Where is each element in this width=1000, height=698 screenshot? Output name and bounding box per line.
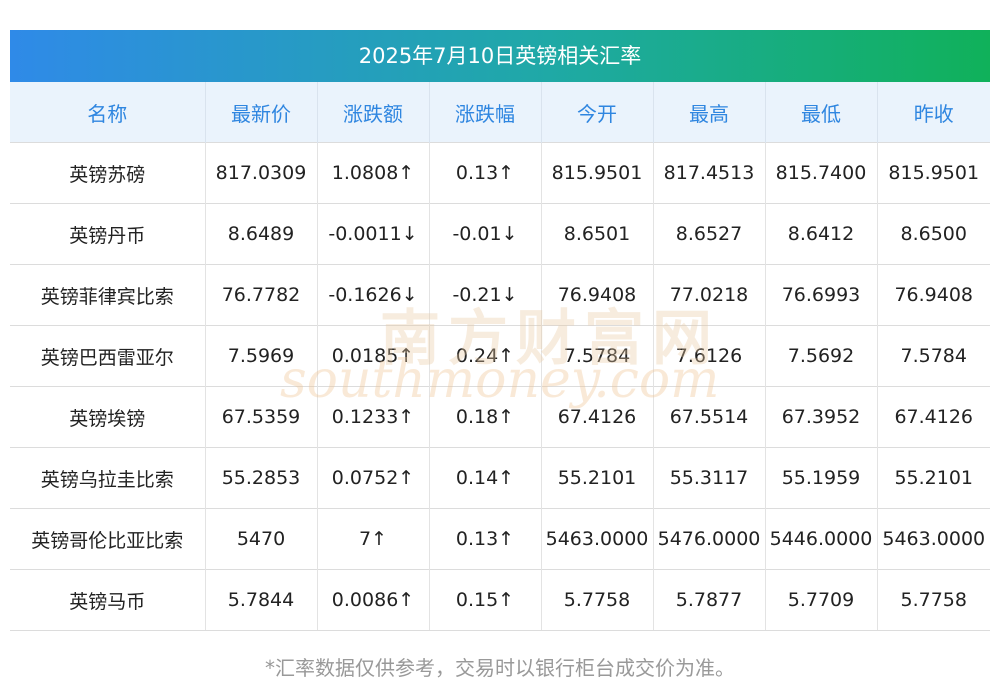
high-price: 8.6527 — [653, 203, 766, 265]
change-amount: 0.0752↑ — [317, 447, 430, 509]
open-price: 7.5784 — [541, 325, 654, 387]
change-percent: 0.13↑ — [429, 142, 542, 204]
latest-price: 817.0309 — [205, 142, 318, 204]
table-row: 英镑乌拉圭比索 55.2853 0.0752↑ 0.14↑ 55.2101 55… — [10, 447, 990, 509]
currency-name: 英镑巴西雷亚尔 — [10, 325, 206, 387]
low-price: 5.7709 — [765, 569, 878, 631]
low-price: 67.3952 — [765, 386, 878, 448]
change-percent: 0.24↑ — [429, 325, 542, 387]
column-header-change-pct: 涨跌幅 — [429, 82, 542, 143]
open-price: 5463.0000 — [541, 508, 654, 570]
low-price: 815.7400 — [765, 142, 878, 204]
change-amount: 7↑ — [317, 508, 430, 570]
column-header-change: 涨跌额 — [317, 82, 430, 143]
low-price: 5446.0000 — [765, 508, 878, 570]
latest-price: 8.6489 — [205, 203, 318, 265]
currency-name: 英镑苏磅 — [10, 142, 206, 204]
change-amount: -0.0011↓ — [317, 203, 430, 265]
prev-close-price: 7.5784 — [877, 325, 990, 387]
change-percent: 0.14↑ — [429, 447, 542, 509]
table-row: 英镑苏磅 817.0309 1.0808↑ 0.13↑ 815.9501 817… — [10, 142, 990, 204]
table-row: 英镑丹币 8.6489 -0.0011↓ -0.01↓ 8.6501 8.652… — [10, 203, 990, 265]
change-amount: 1.0808↑ — [317, 142, 430, 204]
low-price: 8.6412 — [765, 203, 878, 265]
high-price: 7.6126 — [653, 325, 766, 387]
open-price: 55.2101 — [541, 447, 654, 509]
open-price: 815.9501 — [541, 142, 654, 204]
high-price: 55.3117 — [653, 447, 766, 509]
table-row: 英镑哥伦比亚比索 5470 7↑ 0.13↑ 5463.0000 5476.00… — [10, 508, 990, 570]
open-price: 67.4126 — [541, 386, 654, 448]
table-row: 英镑巴西雷亚尔 7.5969 0.0185↑ 0.24↑ 7.5784 7.61… — [10, 325, 990, 387]
column-header-name: 名称 — [10, 82, 206, 143]
change-amount: -0.1626↓ — [317, 264, 430, 326]
latest-price: 7.5969 — [205, 325, 318, 387]
prev-close-price: 5.7758 — [877, 569, 990, 631]
disclaimer-footnote: *汇率数据仅供参考，交易时以银行柜台成交价为准。 — [265, 656, 735, 680]
prev-close-price: 67.4126 — [877, 386, 990, 448]
column-header-high: 最高 — [653, 82, 766, 143]
column-header-open: 今开 — [541, 82, 654, 143]
change-percent: -0.01↓ — [429, 203, 542, 265]
change-percent: 0.13↑ — [429, 508, 542, 570]
currency-name: 英镑哥伦比亚比索 — [10, 508, 206, 570]
latest-price: 5.7844 — [205, 569, 318, 631]
prev-close-price: 8.6500 — [877, 203, 990, 265]
page-title: 2025年7月10日英镑相关汇率 — [10, 30, 990, 82]
low-price: 55.1959 — [765, 447, 878, 509]
high-price: 77.0218 — [653, 264, 766, 326]
change-percent: 0.18↑ — [429, 386, 542, 448]
prev-close-price: 5463.0000 — [877, 508, 990, 570]
table-row: 英镑马币 5.7844 0.0086↑ 0.15↑ 5.7758 5.7877 … — [10, 569, 990, 631]
change-amount: 0.0185↑ — [317, 325, 430, 387]
currency-name: 英镑菲律宾比索 — [10, 264, 206, 326]
currency-name: 英镑乌拉圭比索 — [10, 447, 206, 509]
low-price: 7.5692 — [765, 325, 878, 387]
low-price: 76.6993 — [765, 264, 878, 326]
currency-name: 英镑埃镑 — [10, 386, 206, 448]
column-header-prev-close: 昨收 — [877, 82, 990, 143]
open-price: 8.6501 — [541, 203, 654, 265]
currency-name: 英镑马币 — [10, 569, 206, 631]
high-price: 5.7877 — [653, 569, 766, 631]
high-price: 67.5514 — [653, 386, 766, 448]
high-price: 817.4513 — [653, 142, 766, 204]
change-amount: 0.1233↑ — [317, 386, 430, 448]
latest-price: 76.7782 — [205, 264, 318, 326]
table-row: 英镑埃镑 67.5359 0.1233↑ 0.18↑ 67.4126 67.55… — [10, 386, 990, 448]
high-price: 5476.0000 — [653, 508, 766, 570]
prev-close-price: 76.9408 — [877, 264, 990, 326]
open-price: 76.9408 — [541, 264, 654, 326]
table-header-row: 名称 最新价 涨跌额 涨跌幅 今开 最高 最低 昨收 — [10, 82, 990, 143]
exchange-rate-table: 名称 最新价 涨跌额 涨跌幅 今开 最高 最低 昨收 英镑苏磅 817.0309… — [10, 82, 990, 631]
column-header-latest: 最新价 — [205, 82, 318, 143]
latest-price: 5470 — [205, 508, 318, 570]
change-percent: -0.21↓ — [429, 264, 542, 326]
latest-price: 67.5359 — [205, 386, 318, 448]
latest-price: 55.2853 — [205, 447, 318, 509]
table-row: 英镑菲律宾比索 76.7782 -0.1626↓ -0.21↓ 76.9408 … — [10, 264, 990, 326]
prev-close-price: 815.9501 — [877, 142, 990, 204]
prev-close-price: 55.2101 — [877, 447, 990, 509]
column-header-low: 最低 — [765, 82, 878, 143]
change-percent: 0.15↑ — [429, 569, 542, 631]
change-amount: 0.0086↑ — [317, 569, 430, 631]
open-price: 5.7758 — [541, 569, 654, 631]
currency-name: 英镑丹币 — [10, 203, 206, 265]
